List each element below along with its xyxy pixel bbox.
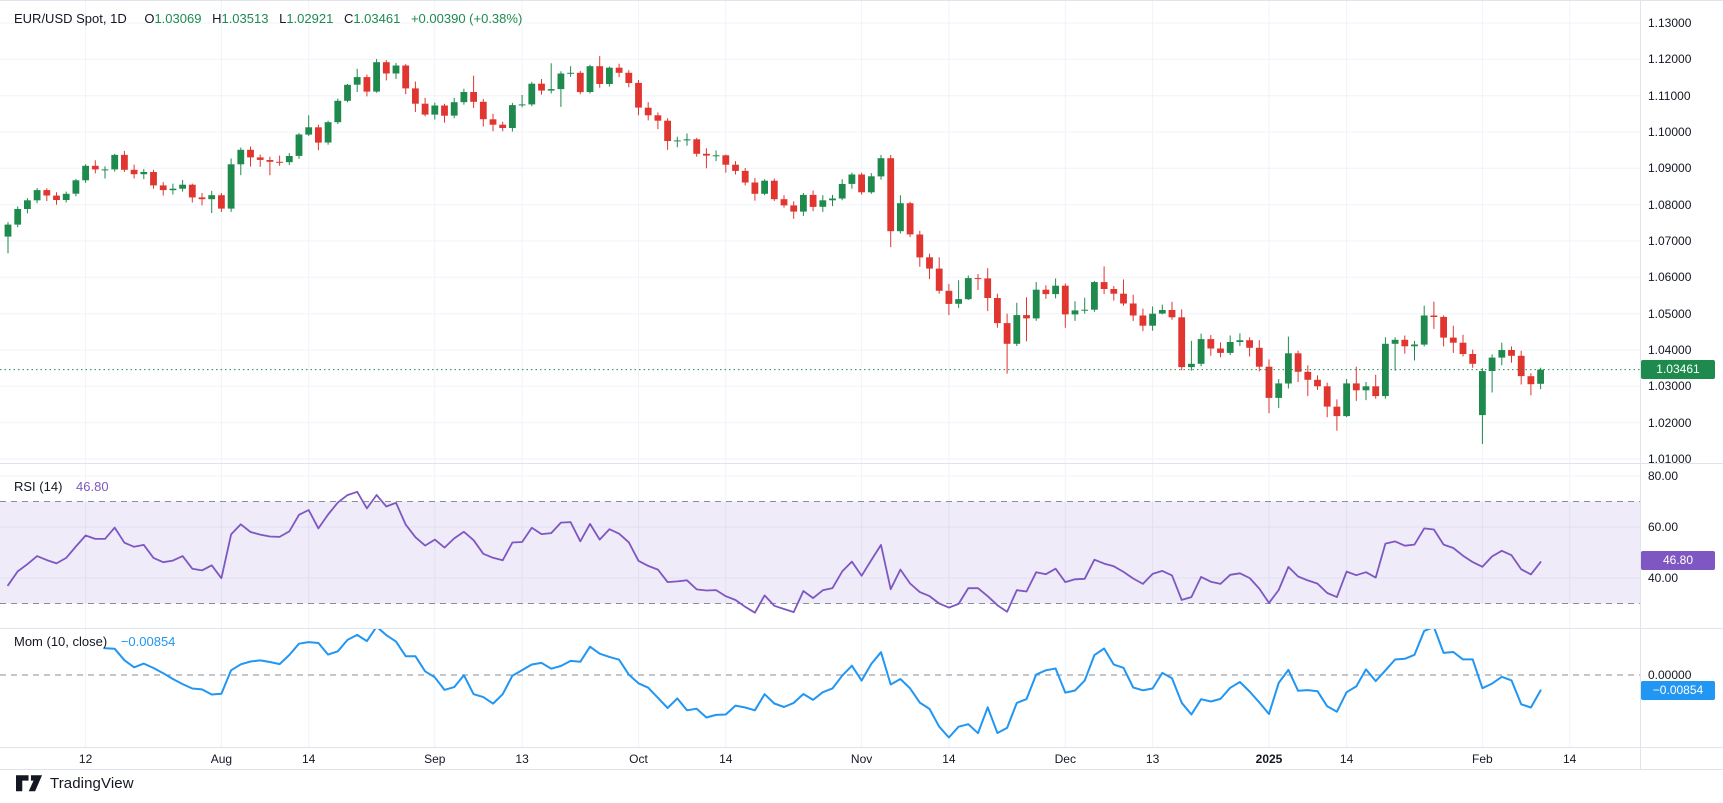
last-price-badge: 1.03461 <box>1641 360 1715 380</box>
time-axis-label: 12 <box>78 752 93 766</box>
time-axis-label: Oct <box>629 752 648 766</box>
time-axis-label: Sep <box>424 752 446 766</box>
price-axis-label: 1.07000 <box>1648 233 1692 248</box>
time-axis-label: 14 <box>1563 752 1577 766</box>
price-axis-label: 1.11000 <box>1648 88 1691 103</box>
price-axis-label: 1.03000 <box>1648 379 1692 394</box>
price-axis-label: 1.09000 <box>1648 161 1692 176</box>
mom-value: −0.00854 <box>120 634 176 649</box>
time-axis-label: Feb <box>1472 752 1493 766</box>
price-axis-label: 1.02000 <box>1648 415 1692 430</box>
time-axis-label: Aug <box>210 752 233 766</box>
time-axis-label: Dec <box>1054 752 1076 766</box>
tradingview-attribution-text: TradingView <box>50 775 134 792</box>
vertical-gridlines <box>85 1 1571 747</box>
mom-axis-label: 0.00000 <box>1648 668 1692 682</box>
time-axis-label: 14 <box>942 752 956 766</box>
rsi-legend: RSI (14) 46.80 <box>14 479 109 494</box>
high-label: H <box>212 11 222 26</box>
high-value: 1.03513 <box>221 11 269 26</box>
time-axis-label: Nov <box>850 752 873 766</box>
tradingview-logo-icon <box>16 774 43 793</box>
candles-layer <box>4 56 1544 445</box>
close-value: 1.03461 <box>353 11 401 26</box>
symbol-title: EUR/USD Spot, 1D <box>14 11 127 26</box>
rsi-value-badge: 46.80 <box>1641 551 1715 571</box>
price-axis-label: 1.12000 <box>1648 52 1692 67</box>
price-axis-label: 1.08000 <box>1648 197 1692 212</box>
price-axis-label: 1.10000 <box>1648 124 1692 139</box>
mom-legend: Mom (10, close) −0.00854 <box>14 634 175 649</box>
time-axis-label: 14 <box>719 752 733 766</box>
mom-value-badge: −0.00854 <box>1641 680 1715 700</box>
time-axis-label: 14 <box>302 752 316 766</box>
time-axis-label: 13 <box>515 752 529 766</box>
time-axis-label: 13 <box>1145 752 1160 766</box>
change-value: +0.00390 (+0.38%) <box>410 11 523 26</box>
mom-line <box>104 628 1542 739</box>
price-axis-label: 1.13000 <box>1648 16 1692 30</box>
rsi-band <box>0 501 1640 604</box>
close-label: C <box>343 11 354 26</box>
low-value: 1.02921 <box>286 11 334 26</box>
price-axis-label: 1.06000 <box>1648 270 1692 285</box>
symbol-legend: EUR/USD Spot, 1D O1.03069 H1.03513 L1.02… <box>14 11 522 26</box>
mom-name: Mom (10, close) <box>14 634 108 649</box>
price-axis-label: 1.01000 <box>1648 451 1692 466</box>
price-axis-label: 1.05000 <box>1648 306 1692 321</box>
price-gridlines <box>0 22 1640 460</box>
tradingview-attribution[interactable]: TradingView <box>16 774 134 793</box>
rsi-axis-label: 40.00 <box>1648 571 1679 585</box>
rsi-axis-label: 60.00 <box>1648 520 1679 534</box>
rsi-name: RSI (14) <box>14 479 63 494</box>
open-label: O <box>144 11 155 26</box>
rsi-line <box>7 490 1542 614</box>
time-axis-label: 2025 <box>1255 752 1283 766</box>
time-axis-label: 14 <box>1339 752 1354 766</box>
open-value: 1.03069 <box>154 11 202 26</box>
price-axis-label: 1.04000 <box>1648 342 1692 357</box>
rsi-axis-label: 80.00 <box>1648 469 1679 483</box>
rsi-gridlines <box>0 475 1640 579</box>
rsi-value: 46.80 <box>76 479 109 494</box>
low-label: L <box>279 11 287 26</box>
